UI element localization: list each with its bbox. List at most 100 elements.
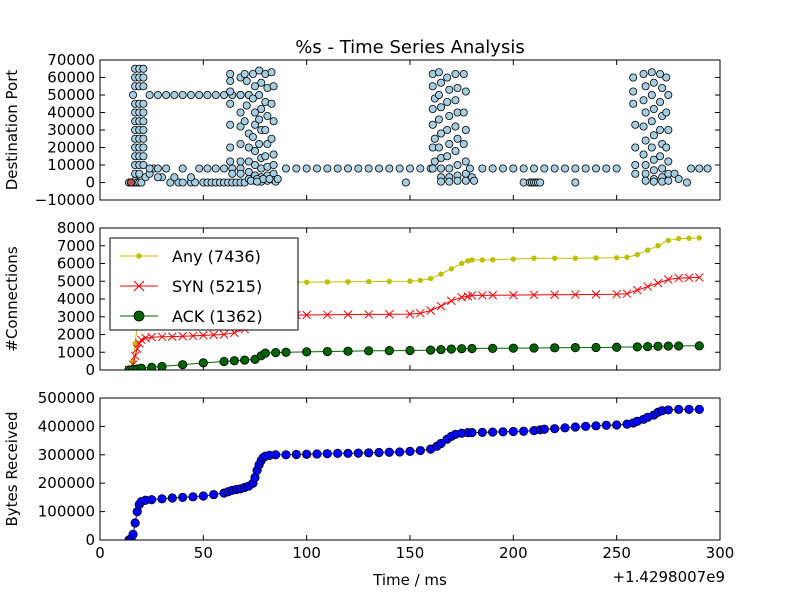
scatter-point bbox=[323, 164, 332, 173]
scatter-point bbox=[226, 157, 235, 166]
scatter-point bbox=[145, 164, 154, 173]
series-point bbox=[684, 273, 694, 283]
scatter-point bbox=[571, 164, 580, 173]
y-axis-label: #Connections bbox=[3, 246, 21, 351]
scatter-point bbox=[641, 176, 650, 185]
series-point bbox=[612, 289, 622, 299]
series-point bbox=[644, 247, 651, 253]
scatter-point bbox=[664, 157, 673, 166]
legend-marker bbox=[133, 280, 145, 292]
scatter-point bbox=[656, 126, 665, 135]
series-point bbox=[581, 421, 591, 431]
scatter-point bbox=[612, 164, 621, 173]
series-point bbox=[157, 361, 167, 370]
scatter-point bbox=[267, 134, 276, 143]
series-1 bbox=[124, 404, 704, 540]
scatter-point bbox=[656, 152, 665, 161]
series-3 bbox=[124, 341, 704, 370]
scatter-point bbox=[703, 164, 712, 173]
scatter-point bbox=[261, 126, 270, 135]
series-point bbox=[665, 237, 672, 244]
series-point bbox=[386, 278, 393, 285]
scatter-point bbox=[453, 84, 462, 93]
scatter-point bbox=[203, 91, 212, 100]
scatter-point bbox=[461, 176, 470, 185]
scatter-point bbox=[631, 143, 640, 152]
series-point bbox=[601, 420, 611, 430]
scatter-point bbox=[436, 164, 445, 173]
series-point bbox=[663, 405, 673, 415]
scatter-point bbox=[139, 73, 148, 82]
scatter-point bbox=[186, 173, 195, 182]
series-point bbox=[529, 343, 539, 353]
series-point bbox=[550, 290, 560, 300]
scatter-point bbox=[445, 85, 454, 94]
series-point bbox=[417, 277, 424, 284]
scatter-point bbox=[139, 82, 148, 91]
scatter-point bbox=[236, 122, 245, 131]
series-point bbox=[457, 344, 467, 354]
series-point bbox=[343, 346, 353, 356]
series-point bbox=[550, 343, 560, 353]
series-point bbox=[302, 310, 312, 320]
scatter-point bbox=[658, 84, 667, 93]
y-tick-label: −10000 bbox=[35, 191, 95, 209]
y-axis-label: Bytes Received bbox=[3, 411, 21, 526]
series-point bbox=[655, 243, 661, 249]
series-point bbox=[147, 362, 157, 370]
y-tick-label: 2000 bbox=[57, 326, 95, 344]
series-point bbox=[198, 331, 208, 340]
series-point bbox=[539, 424, 549, 434]
series-point bbox=[271, 450, 281, 460]
scatter-point bbox=[509, 164, 518, 173]
series-point bbox=[593, 255, 599, 261]
scatter-point bbox=[550, 164, 559, 173]
scatter-point bbox=[312, 164, 321, 173]
series-point bbox=[312, 449, 322, 459]
series-point bbox=[612, 342, 622, 352]
series-point bbox=[384, 447, 394, 457]
y-tick-label: 100000 bbox=[38, 503, 95, 521]
series-point bbox=[632, 285, 642, 295]
scatter-point bbox=[561, 164, 570, 173]
x-tick-label: 100 bbox=[292, 544, 321, 562]
series-point bbox=[407, 278, 413, 284]
scatter-point bbox=[639, 96, 648, 105]
series-point bbox=[405, 345, 415, 356]
scatter-point bbox=[428, 82, 437, 91]
scatter-point bbox=[257, 105, 266, 114]
plots-container: −100000100002000030000400005000060000700… bbox=[3, 51, 734, 562]
series-point bbox=[653, 278, 663, 288]
series-point bbox=[663, 275, 673, 284]
scatter-point bbox=[581, 164, 590, 173]
scatter-point bbox=[451, 146, 460, 155]
y-tick-label: 40000 bbox=[47, 104, 95, 122]
scatter-point bbox=[255, 139, 264, 148]
scatter-point bbox=[236, 139, 245, 148]
scatter-point bbox=[465, 164, 474, 173]
axes-frame bbox=[99, 227, 721, 371]
x-tick-label: 0 bbox=[95, 544, 105, 562]
scatter-point bbox=[236, 169, 245, 178]
scatter-point bbox=[226, 77, 235, 86]
scatter-point bbox=[470, 176, 479, 185]
series-point bbox=[622, 289, 632, 299]
scatter-point bbox=[244, 157, 253, 166]
y-tick-label: 30000 bbox=[47, 121, 95, 139]
series-point bbox=[178, 331, 188, 341]
y-tick-label: 7000 bbox=[57, 237, 95, 255]
series-point bbox=[498, 427, 508, 437]
scatter-point bbox=[451, 96, 460, 105]
scatter-point bbox=[302, 164, 311, 173]
scatter-point bbox=[674, 174, 683, 183]
series-point bbox=[488, 427, 498, 437]
scatter-point bbox=[211, 91, 220, 100]
scatter-point bbox=[257, 78, 266, 87]
scatter-point bbox=[139, 134, 148, 143]
scatter-point bbox=[255, 66, 264, 75]
scatter-point bbox=[226, 99, 235, 108]
y-tick-label: 1000 bbox=[57, 343, 95, 361]
scatter-point bbox=[649, 166, 658, 175]
scatter-point bbox=[250, 120, 259, 129]
series-point bbox=[324, 279, 331, 285]
